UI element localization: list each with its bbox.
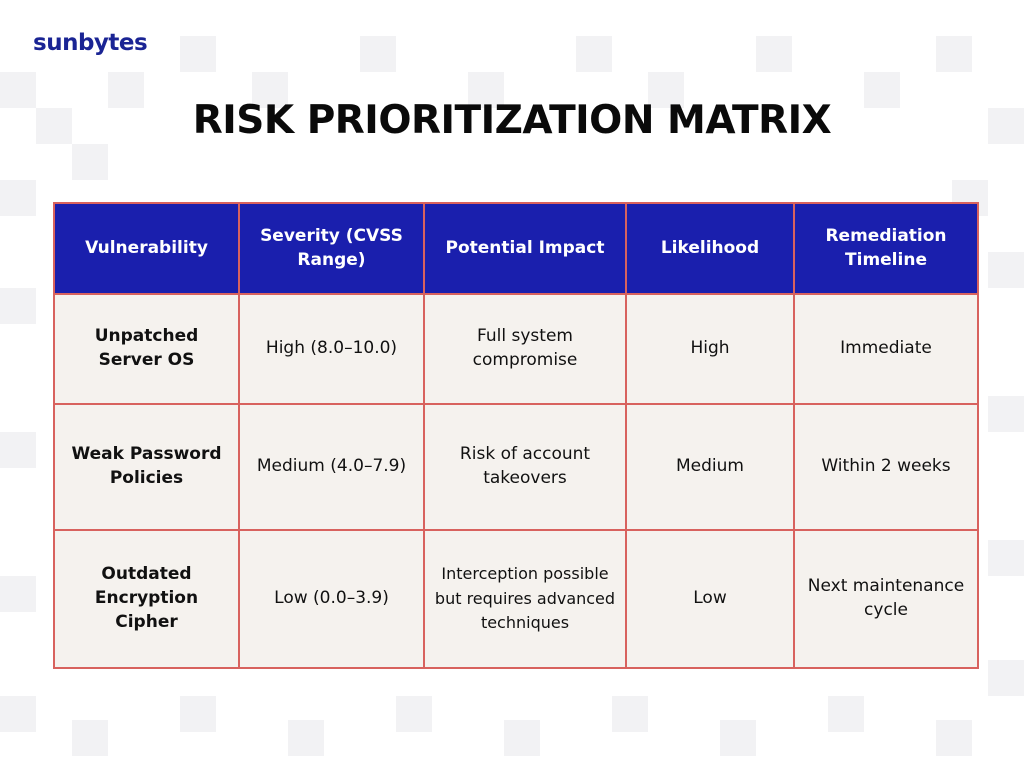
header-vulnerability: Vulnerability bbox=[53, 202, 240, 295]
cell-impact: Full system compromise bbox=[423, 293, 627, 405]
cell-severity: High (8.0–10.0) bbox=[238, 293, 425, 405]
header-severity: Severity (CVSS Range) bbox=[238, 202, 425, 295]
table-row: Outdated Encryption Cipher Low (0.0–3.9)… bbox=[53, 529, 979, 669]
cell-vulnerability: Weak Password Policies bbox=[53, 403, 240, 531]
header-likelihood: Likelihood bbox=[625, 202, 795, 295]
sunbytes-logo: sunbytes bbox=[33, 30, 148, 56]
header-remediation-timeline: Remediation Timeline bbox=[793, 202, 979, 295]
cell-vulnerability: Outdated Encryption Cipher bbox=[53, 529, 240, 669]
header-potential-impact: Potential Impact bbox=[423, 202, 627, 295]
cell-likelihood: Medium bbox=[625, 403, 795, 531]
page-title: RISK PRIORITIZATION MATRIX bbox=[192, 98, 832, 143]
risk-matrix-table: Vulnerability Severity (CVSS Range) Pote… bbox=[53, 202, 979, 669]
cell-impact: Interception possible but requires advan… bbox=[423, 529, 627, 669]
cell-vulnerability: Unpatched Server OS bbox=[53, 293, 240, 405]
cell-impact: Risk of account takeovers bbox=[423, 403, 627, 531]
cell-likelihood: Low bbox=[625, 529, 795, 669]
cell-severity: Low (0.0–3.9) bbox=[238, 529, 425, 669]
cell-likelihood: High bbox=[625, 293, 795, 405]
table-row: Unpatched Server OS High (8.0–10.0) Full… bbox=[53, 293, 979, 405]
cell-timeline: Within 2 weeks bbox=[793, 403, 979, 531]
cell-severity: Medium (4.0–7.9) bbox=[238, 403, 425, 531]
cell-timeline: Next maintenance cycle bbox=[793, 529, 979, 669]
table-row: Weak Password Policies Medium (4.0–7.9) … bbox=[53, 403, 979, 531]
table-header-row: Vulnerability Severity (CVSS Range) Pote… bbox=[53, 202, 979, 295]
cell-timeline: Immediate bbox=[793, 293, 979, 405]
